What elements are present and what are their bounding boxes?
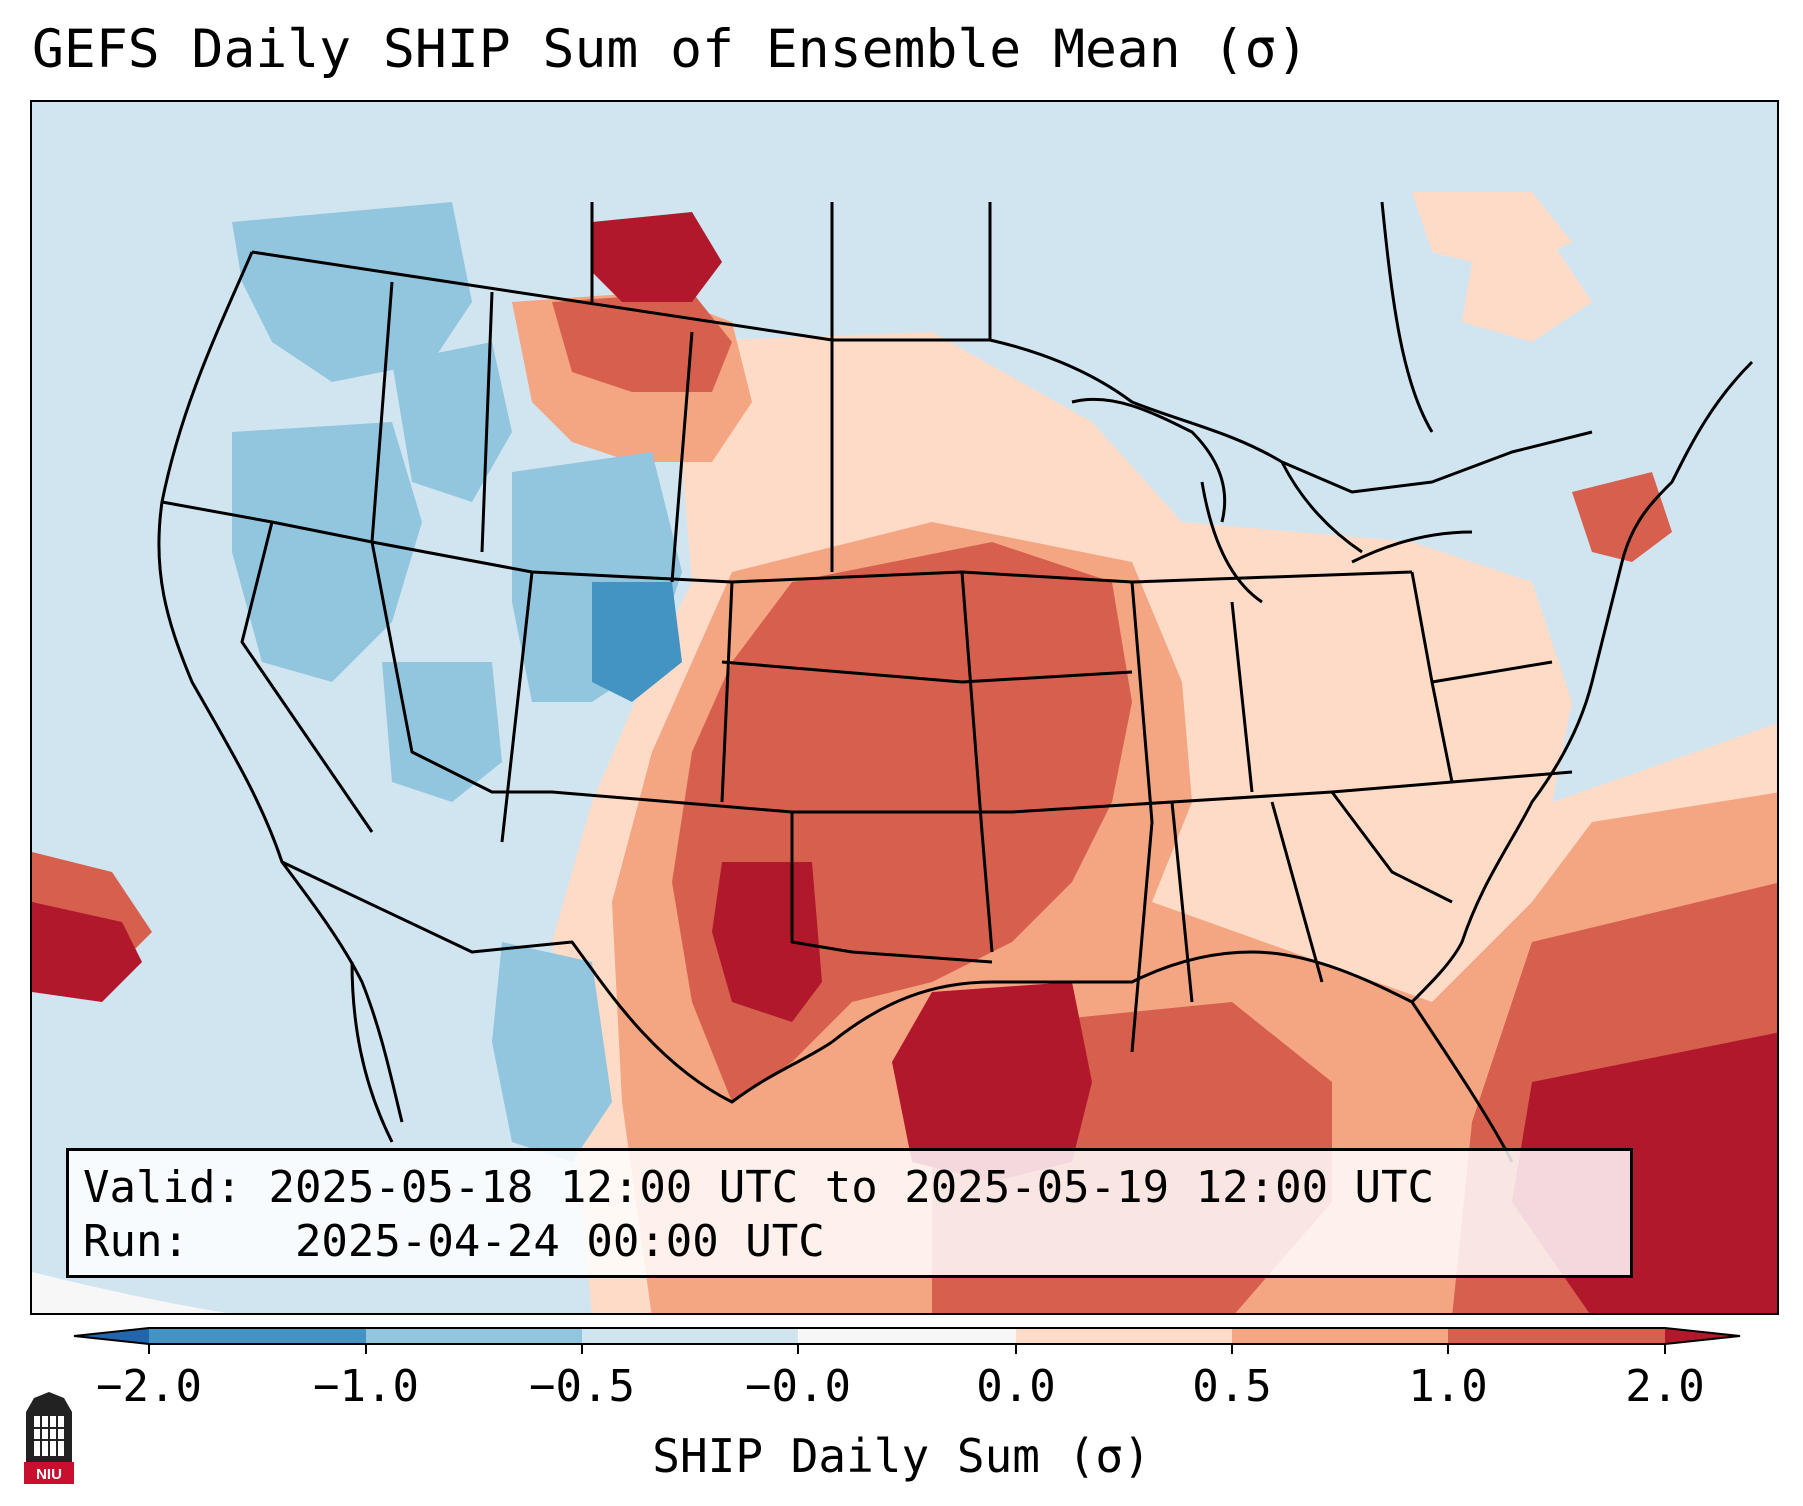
niu-logo: NIU bbox=[24, 1392, 74, 1484]
colorbar-label: SHIP Daily Sum (σ) bbox=[652, 1429, 1151, 1483]
colorbar bbox=[73, 1327, 1741, 1354]
validity-info-box: Valid: 2025-05-18 12:00 UTC to 2025-05-1… bbox=[66, 1148, 1633, 1278]
colorbar-bin bbox=[149, 1328, 366, 1344]
colorbar-over-extension bbox=[1665, 1328, 1740, 1344]
cool-anomaly-field bbox=[232, 202, 682, 1162]
colorbar-tick-label: −2.0 bbox=[96, 1361, 202, 1412]
colorbar-bin bbox=[582, 1328, 798, 1344]
logo-text: NIU bbox=[36, 1466, 62, 1483]
colorbar-bin bbox=[1016, 1328, 1232, 1344]
colorbar-tick-label: −0.5 bbox=[529, 1361, 635, 1412]
map-panel bbox=[30, 100, 1779, 1315]
colorbar-tick-label: 1.0 bbox=[1408, 1361, 1488, 1412]
colorbar-tick-label: 0.0 bbox=[976, 1361, 1056, 1412]
run-value: 2025-04-24 00:00 UTC bbox=[294, 1216, 825, 1267]
colorbar-under-extension bbox=[74, 1328, 149, 1344]
map-title: GEFS Daily SHIP Sum of Ensemble Mean (σ) bbox=[32, 19, 1309, 80]
valid-label: Valid: bbox=[83, 1162, 242, 1213]
colorbar-bin bbox=[366, 1328, 582, 1344]
colorbar-tick-label: −0.0 bbox=[745, 1361, 851, 1412]
boundaries bbox=[157, 201, 1754, 1163]
colorbar-tick-label: −1.0 bbox=[313, 1361, 419, 1412]
colorbar-tick-label: 0.5 bbox=[1192, 1361, 1272, 1412]
colorbar-bin bbox=[798, 1328, 1016, 1344]
colorbar-bin bbox=[1232, 1328, 1448, 1344]
colorbar-tick-label: 2.0 bbox=[1625, 1361, 1705, 1412]
colorbar-bin bbox=[1448, 1328, 1665, 1344]
valid-value: 2025-05-18 12:00 UTC to 2025-05-19 12:00… bbox=[268, 1162, 1435, 1213]
map-canvas bbox=[32, 102, 1777, 1313]
run-label: Run: bbox=[83, 1216, 189, 1267]
